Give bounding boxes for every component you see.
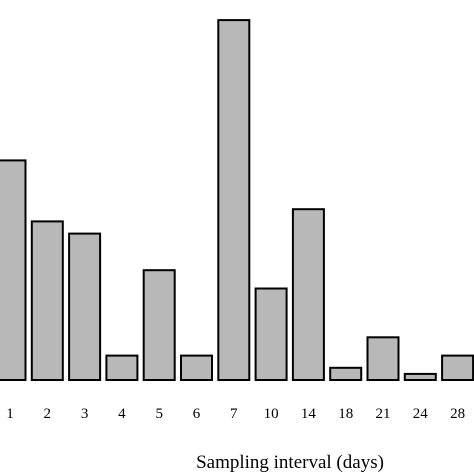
x-axis-title: Sampling interval (days) xyxy=(196,452,384,473)
x-tick-label-7: 7 xyxy=(230,406,238,422)
x-tick-label-24: 24 xyxy=(413,406,429,422)
x-tick-label-28: 28 xyxy=(450,406,465,422)
x-tick-label-10: 10 xyxy=(264,406,279,422)
bar-24 xyxy=(403,372,437,381)
bar-14 xyxy=(291,208,325,381)
x-tick-label-5: 5 xyxy=(155,406,163,422)
bar-18 xyxy=(329,366,363,381)
x-tick-label-6: 6 xyxy=(193,406,201,422)
x-tick-labels: 1 2 3 4 5 6 7 10 14 18 21 24 28 xyxy=(6,406,465,422)
bar-7 xyxy=(217,19,251,381)
bar-3 xyxy=(68,232,102,381)
x-tick-label-3: 3 xyxy=(81,406,89,422)
bar-4 xyxy=(105,354,139,382)
x-tick-label-1: 1 xyxy=(6,406,14,422)
x-tick-label-2: 2 xyxy=(44,406,52,422)
bar-2 xyxy=(30,220,64,381)
bar-5 xyxy=(142,269,176,382)
bar-6 xyxy=(180,354,213,382)
x-tick-label-18: 18 xyxy=(338,406,353,422)
x-tick-label-21: 21 xyxy=(376,406,391,422)
x-tick-label-14: 14 xyxy=(301,406,317,422)
bars-group xyxy=(0,19,474,382)
bar-21 xyxy=(366,336,400,381)
x-tick-label-4: 4 xyxy=(118,406,126,422)
bar-10 xyxy=(254,287,288,381)
bar-28 xyxy=(441,354,474,382)
bar-1 xyxy=(0,159,27,381)
